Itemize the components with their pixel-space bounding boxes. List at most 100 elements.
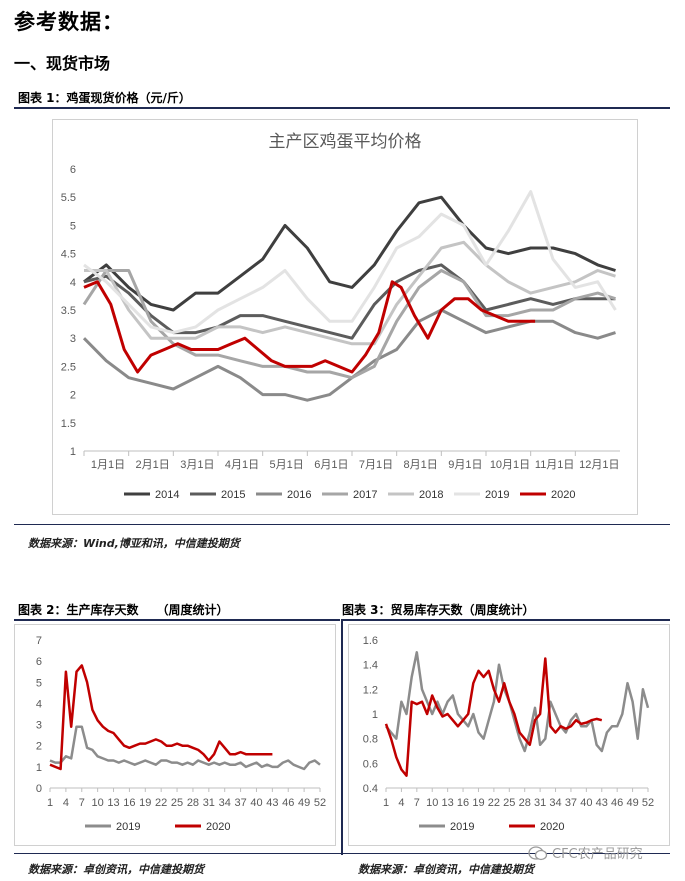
egg-price-chart: 主产区鸡蛋平均价格 1 1.5 2 2.5 3 3.5 4 4.5 5 5.5 6 1月1日 2月1日 3月… xyxy=(52,119,638,515)
c3-legend-label-2020: 2020 xyxy=(540,821,564,833)
c3-xtick-label-14: 43 xyxy=(596,797,608,809)
c2-ytick-label-0: 0 xyxy=(36,783,42,795)
c2-series-2020 xyxy=(49,664,273,771)
c1-xtick-label-1: 2月1日 xyxy=(136,459,170,471)
c1-ytick-label-9: 5.5 xyxy=(61,192,76,204)
c1-series-2017 xyxy=(82,269,616,380)
c2-xtick-label-1: 4 xyxy=(63,797,69,809)
c2-ytick-label-1: 1 xyxy=(36,762,42,774)
c1-xtick-label-9: 10月1日 xyxy=(490,459,530,471)
c1-legend-label-2017: 2017 xyxy=(353,489,377,501)
c2-xtick-label-16: 49 xyxy=(298,797,310,809)
c3-xtick-label-3: 10 xyxy=(426,797,438,809)
c2-frame xyxy=(14,624,336,846)
c2-series-2019 xyxy=(49,725,321,771)
c3-xtick-label-17: 52 xyxy=(642,797,654,809)
c3-xtick-label-10: 31 xyxy=(534,797,546,809)
c1-xtick-label-3: 4月1日 xyxy=(225,459,259,471)
c3-ytick-label-4: 1.2 xyxy=(363,684,378,696)
c2-ytick-label-6: 6 xyxy=(36,656,42,668)
bottom-rule xyxy=(14,853,670,854)
c2-legend-label-2019: 2019 xyxy=(116,821,140,833)
c3-xtick-label-7: 22 xyxy=(488,797,500,809)
c2-xtick-label-2: 7 xyxy=(79,797,85,809)
c2-xtick-label-7: 22 xyxy=(155,797,167,809)
fig1-top-rule xyxy=(14,107,670,109)
c3-xtick-label-5: 16 xyxy=(457,797,469,809)
fig1-bottom-rule xyxy=(14,524,670,525)
c1-ytick-label-4: 3 xyxy=(70,333,76,345)
c1-legend-label-2014: 2014 xyxy=(155,489,179,501)
watermark-text: CFC农产品研究 xyxy=(552,847,643,862)
c1-xtick-label-8: 9月1日 xyxy=(448,459,482,471)
c1-legend-label-2019: 2019 xyxy=(485,489,509,501)
c2-xtick-label-8: 25 xyxy=(171,797,183,809)
c3-ytick-label-0: 0.4 xyxy=(363,783,378,795)
c2-ytick-label-2: 2 xyxy=(36,741,42,753)
c2-xtick-label-4: 13 xyxy=(107,797,119,809)
c3-xtick-label-4: 13 xyxy=(442,797,454,809)
c3-ytick-label-5: 1.4 xyxy=(363,660,378,672)
fig1-caption: 图表 1：鸡蛋现货价格（元/斤） xyxy=(18,91,191,105)
c1-xtick-label-2: 3月1日 xyxy=(180,459,214,471)
c1-ytick-label-5: 3.5 xyxy=(61,305,76,317)
c1-ytick-label-7: 4.5 xyxy=(61,249,76,261)
c2-xtick-label-5: 16 xyxy=(123,797,135,809)
c1-ytick-label-0: 1 xyxy=(70,446,76,458)
c3-xtick-label-1: 4 xyxy=(398,797,404,809)
c3-xtick-label-6: 19 xyxy=(472,797,484,809)
c3-xtick-label-2: 7 xyxy=(414,797,420,809)
c1-ytick-label-1: 1.5 xyxy=(61,418,76,430)
c2-xtick-label-14: 43 xyxy=(266,797,278,809)
page-heading: 参考数据： xyxy=(14,10,124,34)
c3-ytick-label-2: 0.8 xyxy=(363,734,378,746)
c1-series-2014 xyxy=(83,195,616,312)
c1-legend-label-2015: 2015 xyxy=(221,489,245,501)
c1-xtick-label-0: 1月1日 xyxy=(91,459,125,471)
c3-xtick-label-12: 37 xyxy=(565,797,577,809)
c1-series-2018 xyxy=(84,240,616,346)
wechat-icon xyxy=(528,845,548,860)
c2-legend-label-2020: 2020 xyxy=(206,821,230,833)
c1-xtick-label-6: 7月1日 xyxy=(359,459,393,471)
c3-xtick-label-15: 46 xyxy=(611,797,623,809)
c2-xtick-label-6: 19 xyxy=(139,797,151,809)
c2-ytick-label-5: 5 xyxy=(36,677,42,689)
c1-title: 主产区鸡蛋平均价格 xyxy=(269,132,422,151)
c2-xtick-label-13: 40 xyxy=(250,797,262,809)
c1-legend-label-2020: 2020 xyxy=(551,489,575,501)
c3-legend-label-2019: 2019 xyxy=(450,821,474,833)
fig3-top-rule xyxy=(342,619,670,621)
c3-xtick-label-0: 1 xyxy=(383,797,389,809)
c2-ytick-label-4: 4 xyxy=(36,698,42,710)
fig3-source: 数据来源：卓创资讯，中信建投期货 xyxy=(358,863,534,876)
c1-ytick-label-8: 5 xyxy=(70,220,76,232)
c3-xtick-label-11: 34 xyxy=(549,797,561,809)
c2-xtick-label-11: 34 xyxy=(219,797,231,809)
c1-series-2020 xyxy=(83,280,536,374)
c3-ytick-label-6: 1.6 xyxy=(363,635,378,647)
fig2-source: 数据来源：卓创资讯，中信建投期货 xyxy=(28,863,204,876)
c2-xtick-label-17: 52 xyxy=(314,797,326,809)
c1-xtick-label-11: 12月1日 xyxy=(579,459,619,471)
c2-ytick-label-3: 3 xyxy=(36,720,42,732)
c1-ytick-label-2: 2 xyxy=(70,390,76,402)
c1-legend-label-2016: 2016 xyxy=(287,489,311,501)
trade-inventory-chart: 0.40.60.811.21.41.61 4 7 10 13 16 19 22 25 28 31 34… xyxy=(348,624,670,846)
c3-frame xyxy=(348,624,670,846)
c1-xtick-label-10: 11月1日 xyxy=(535,459,575,471)
c2-xtick-label-15: 46 xyxy=(282,797,294,809)
c3-series-2020 xyxy=(384,657,603,777)
c3-ytick-label-3: 1 xyxy=(372,709,378,721)
fig2-top-rule xyxy=(14,619,340,621)
c1-series-2019 xyxy=(83,190,617,335)
c2-xtick-label-3: 10 xyxy=(92,797,104,809)
watermark: CFC农产品研究 xyxy=(528,843,643,862)
c1-xtick-label-7: 8月1日 xyxy=(404,459,438,471)
c1-ytick-label-6: 4 xyxy=(70,277,76,289)
c1-ytick-label-3: 2.5 xyxy=(61,361,76,373)
c2-xtick-label-9: 28 xyxy=(187,797,199,809)
c3-ytick-label-1: 0.6 xyxy=(363,758,378,770)
c2-xtick-label-12: 37 xyxy=(234,797,246,809)
